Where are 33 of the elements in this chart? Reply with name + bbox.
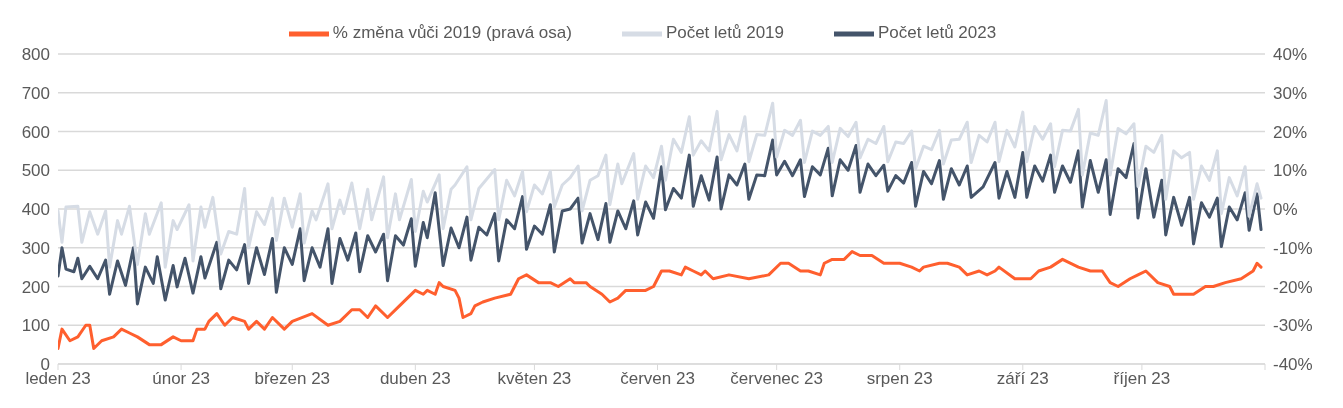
x-tick-label: duben 23	[379, 369, 451, 389]
x-tick-label: únor 23	[152, 369, 210, 389]
y2-tick-label: 30%	[1273, 83, 1308, 103]
y2-tick-label: -30%	[1273, 316, 1313, 336]
y2-tick-label: 10%	[1273, 161, 1308, 181]
y-tick-label: 100	[21, 316, 50, 336]
legend-label: Počet letů 2023	[878, 23, 997, 43]
y-tick-label: 600	[21, 122, 50, 142]
x-tick-label: březen 23	[254, 369, 331, 389]
y-tick-label: 700	[21, 83, 50, 103]
x-tick-label: září 23	[996, 369, 1049, 389]
y-tick-label: 300	[21, 238, 50, 258]
y2-tick-label: 20%	[1273, 122, 1308, 142]
y-tick-label: 500	[21, 161, 50, 181]
y2-tick-label: 0%	[1273, 200, 1298, 220]
line-series	[58, 138, 1263, 306]
y2-tick-label: -10%	[1273, 238, 1313, 258]
y2-tick-label: 40%	[1273, 45, 1308, 65]
x-tick-label: srpen 23	[866, 369, 933, 389]
y-tick-label: 400	[21, 200, 50, 220]
y-tick-label: 200	[21, 277, 50, 297]
x-tick-label: říjen 23	[1113, 369, 1171, 389]
x-tick-label: květen 23	[497, 369, 572, 389]
x-tick-label: červen 23	[620, 369, 695, 389]
y-tick-label: 800	[21, 45, 50, 65]
line-series	[58, 99, 1263, 269]
legend-label: Počet letů 2019	[665, 23, 785, 43]
legend-label: % změna vůči 2019 (pravá osa)	[332, 23, 572, 43]
x-tick-label: červenec 23	[730, 369, 823, 389]
x-tick-label: leden 23	[25, 369, 91, 389]
y2-tick-label: -40%	[1273, 355, 1313, 375]
line-series	[58, 250, 1263, 350]
y2-tick-label: -20%	[1273, 277, 1313, 297]
